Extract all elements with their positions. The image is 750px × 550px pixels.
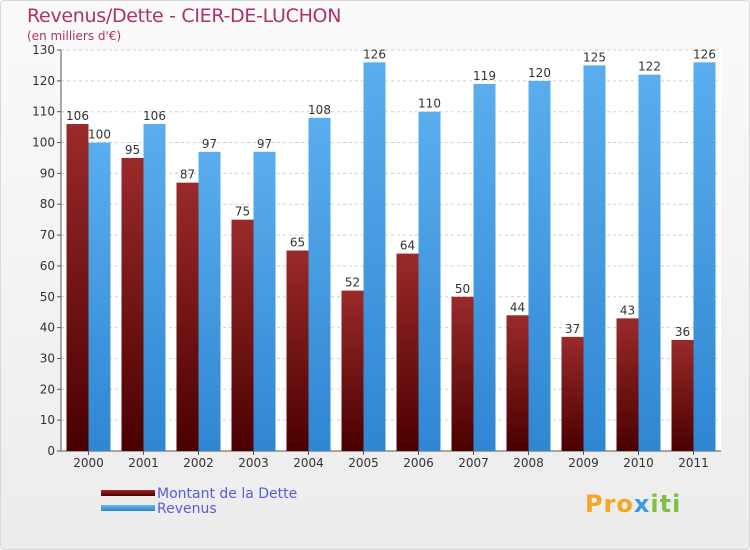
data-label-revenue: 119 bbox=[473, 69, 496, 83]
bar-revenue bbox=[418, 111, 441, 451]
bar-revenue bbox=[528, 80, 551, 451]
proxiti-logo: Proxiti bbox=[585, 490, 681, 518]
data-label-revenue: 108 bbox=[308, 103, 331, 117]
bar-revenue bbox=[363, 62, 386, 451]
data-label-revenue: 125 bbox=[583, 50, 606, 64]
x-tick-label: 2003 bbox=[238, 456, 269, 470]
data-label-revenue: 97 bbox=[202, 137, 217, 151]
x-tick-label: 2007 bbox=[458, 456, 489, 470]
x-tick-label: 2005 bbox=[348, 456, 379, 470]
data-label-revenue: 126 bbox=[363, 47, 386, 61]
y-tick-label: 80 bbox=[40, 197, 55, 211]
bar-revenue bbox=[253, 151, 276, 452]
data-label-debt: 64 bbox=[400, 239, 415, 253]
data-label-revenue: 110 bbox=[418, 97, 441, 111]
legend-swatch-debt bbox=[101, 490, 155, 496]
data-label-debt: 50 bbox=[455, 282, 470, 296]
legend-label-revenue: Revenus bbox=[157, 501, 217, 517]
x-tick-label: 2011 bbox=[678, 456, 709, 470]
y-tick-label: 70 bbox=[40, 228, 55, 242]
y-tick-label: 130 bbox=[32, 43, 55, 57]
bar-revenue bbox=[143, 124, 166, 452]
bar-debt bbox=[506, 315, 529, 451]
y-tick-label: 90 bbox=[40, 166, 55, 180]
bar-debt bbox=[616, 318, 639, 451]
x-tick-label: 2004 bbox=[293, 456, 324, 470]
y-tick-label: 100 bbox=[32, 136, 55, 150]
x-tick-label: 2008 bbox=[513, 456, 544, 470]
y-tick-label: 50 bbox=[40, 290, 55, 304]
data-label-revenue: 100 bbox=[88, 128, 111, 142]
bar-debt bbox=[231, 219, 254, 451]
bar-debt bbox=[121, 157, 144, 451]
legend-label-debt: Montant de la Dette bbox=[157, 486, 298, 502]
bar-debt bbox=[286, 250, 309, 451]
logo-part-3: iti bbox=[650, 490, 682, 518]
bar-debt bbox=[176, 182, 199, 451]
data-label-debt: 44 bbox=[510, 300, 525, 314]
x-tick-label: 2006 bbox=[403, 456, 434, 470]
bar-revenue bbox=[198, 151, 221, 452]
y-tick-label: 60 bbox=[40, 259, 55, 273]
logo-part-2: x bbox=[633, 490, 651, 518]
data-label-debt: 95 bbox=[125, 143, 140, 157]
chart-subtitle: (en milliers d'€) bbox=[27, 29, 122, 43]
x-tick-label: 2000 bbox=[73, 456, 104, 470]
y-tick-label: 10 bbox=[40, 413, 55, 427]
legend-swatch-revenue bbox=[101, 505, 155, 511]
y-tick-label: 0 bbox=[47, 444, 55, 458]
logo-part-1: Pro bbox=[585, 490, 634, 518]
x-tick-label: 2001 bbox=[128, 456, 159, 470]
x-tick-label: 2010 bbox=[623, 456, 654, 470]
y-tick-label: 110 bbox=[32, 105, 55, 119]
data-label-revenue: 120 bbox=[528, 66, 551, 80]
bar-debt bbox=[341, 290, 364, 451]
y-tick-label: 40 bbox=[40, 321, 55, 335]
bar-debt bbox=[396, 253, 419, 451]
data-label-debt: 43 bbox=[620, 303, 635, 317]
bar-revenue bbox=[693, 62, 716, 451]
data-label-debt: 36 bbox=[675, 325, 690, 339]
data-label-revenue: 106 bbox=[143, 109, 166, 123]
data-label-debt: 65 bbox=[290, 236, 305, 250]
x-tick-label: 2009 bbox=[568, 456, 599, 470]
bar-debt bbox=[451, 296, 474, 451]
data-label-revenue: 97 bbox=[257, 137, 272, 151]
bar-revenue bbox=[583, 65, 606, 451]
plot-area bbox=[61, 50, 721, 451]
y-tick-label: 20 bbox=[40, 382, 55, 396]
data-label-debt: 87 bbox=[180, 168, 195, 182]
data-label-debt: 37 bbox=[565, 322, 580, 336]
data-label-debt: 75 bbox=[235, 205, 250, 219]
chart-title: Revenus/Dette - CIER-DE-LUCHON bbox=[27, 5, 342, 27]
data-label-debt: 106 bbox=[66, 109, 89, 123]
bar-debt bbox=[561, 336, 584, 451]
data-label-revenue: 126 bbox=[693, 47, 716, 61]
data-label-revenue: 122 bbox=[638, 60, 661, 74]
bar-revenue bbox=[88, 142, 111, 452]
bar-revenue bbox=[638, 74, 661, 451]
bar-debt bbox=[671, 339, 694, 451]
y-tick-label: 120 bbox=[32, 74, 55, 88]
bar-revenue bbox=[473, 83, 496, 451]
bar-debt bbox=[66, 124, 89, 452]
y-tick-label: 30 bbox=[40, 351, 55, 365]
bar-revenue bbox=[308, 117, 331, 451]
data-label-debt: 52 bbox=[345, 276, 360, 290]
x-tick-label: 2002 bbox=[183, 456, 214, 470]
